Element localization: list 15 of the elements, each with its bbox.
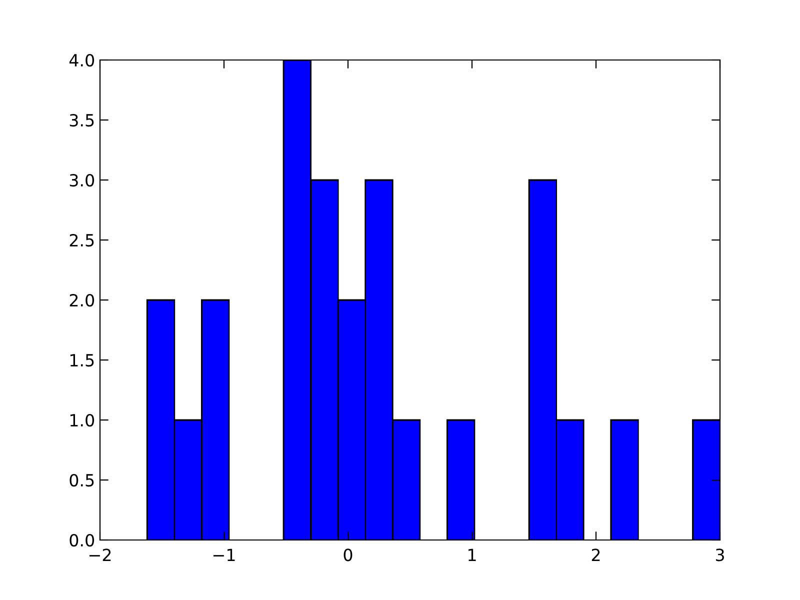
y-tick-label: 1.0: [70, 414, 94, 427]
x-tick-label: 0: [344, 548, 352, 562]
x-tick-label: −1: [213, 548, 235, 561]
y-tick-label: 4.0: [69, 54, 94, 67]
y-tick-label: 2.5: [70, 234, 94, 247]
x-tick-label: −2: [89, 548, 111, 561]
y-tick-label: 0.5: [70, 474, 94, 487]
x-tick-label: 2: [592, 548, 600, 561]
x-tick-label: 1: [468, 548, 476, 561]
y-tick-label: 3.5: [70, 114, 94, 127]
y-tick-label: 0.0: [70, 534, 94, 547]
y-tick-label: 2.0: [70, 294, 94, 307]
x-tick-label: 3: [716, 548, 724, 562]
y-tick-label: 3.0: [70, 174, 94, 187]
y-tick-label: 1.5: [70, 354, 94, 367]
